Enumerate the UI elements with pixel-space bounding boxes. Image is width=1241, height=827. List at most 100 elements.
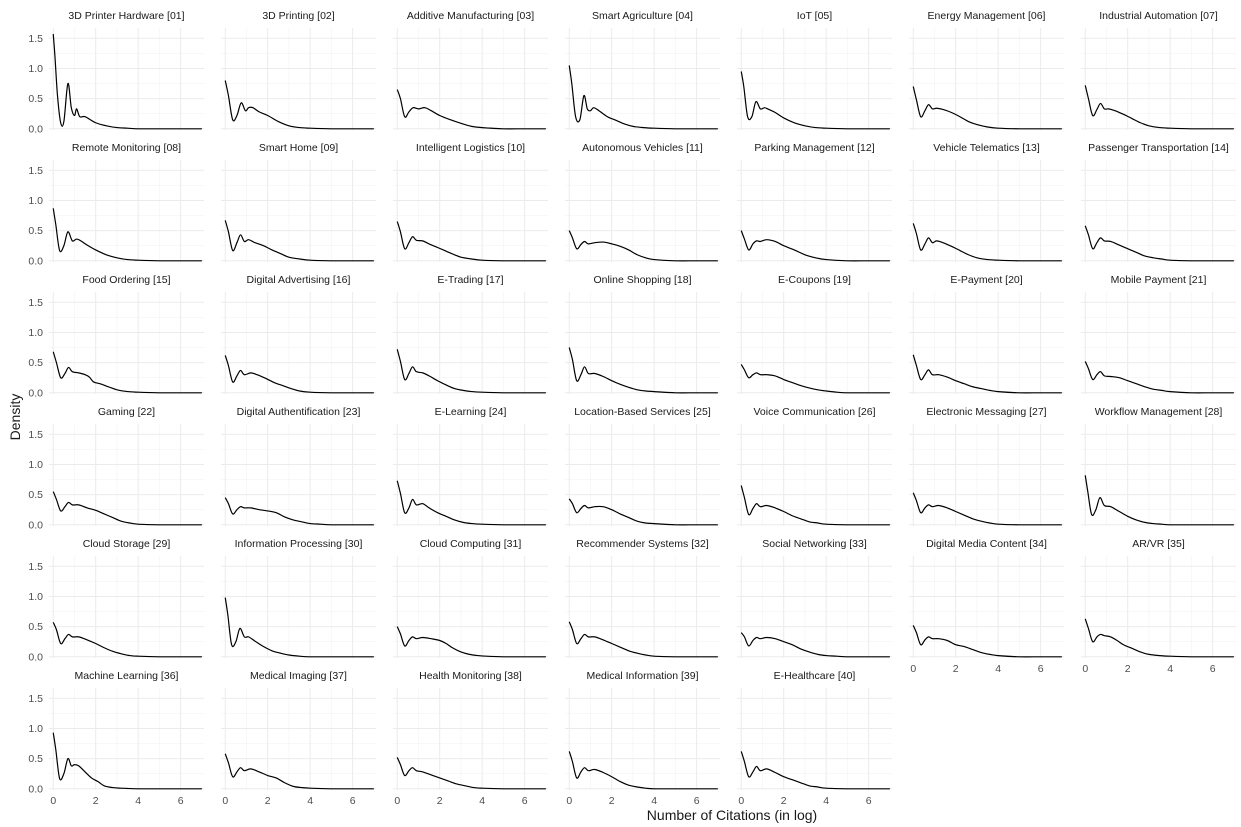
facet-title: 3D Printing [02] xyxy=(262,10,334,22)
facet-panel: Health Monitoring [38] 0 2 4 6 xyxy=(393,670,548,807)
density-line xyxy=(912,223,1062,262)
facet-panel: Gaming [22] 0.0 0.5 1.0 1.5 xyxy=(28,406,204,531)
density-line xyxy=(568,347,718,394)
facet-panel: Digital Authentification [23] xyxy=(221,406,376,526)
density-line xyxy=(912,354,1062,394)
density-line xyxy=(396,626,546,658)
density-line xyxy=(396,349,546,394)
x-tick-label: 6 xyxy=(1038,663,1044,675)
facet-panel: E-Healthcare [40] 0 2 4 6 xyxy=(737,670,892,807)
density-line xyxy=(224,597,374,658)
x-tick-label: 4 xyxy=(135,795,141,807)
y-tick-label: 1.5 xyxy=(28,33,43,45)
density-line xyxy=(1084,225,1234,262)
facet-title: Medical Information [39] xyxy=(586,670,698,682)
x-tick-label: 0 xyxy=(910,663,916,675)
density-line xyxy=(740,71,890,130)
y-tick-label: 0.5 xyxy=(28,225,43,237)
y-tick-label: 0.0 xyxy=(28,387,43,399)
facet-title: Food Ordering [15] xyxy=(82,274,170,286)
x-tick-label: 6 xyxy=(694,795,700,807)
y-tick-label: 1.5 xyxy=(28,693,43,705)
x-tick-label: 4 xyxy=(1167,663,1173,675)
x-tick-label: 2 xyxy=(437,795,443,807)
facet-title: Online Shopping [18] xyxy=(593,274,691,286)
density-line xyxy=(1084,85,1234,130)
x-tick-label: 6 xyxy=(178,795,184,807)
y-axis-title: Density xyxy=(7,394,23,441)
facet-title: Digital Authentification [23] xyxy=(237,406,361,418)
x-tick-label: 0 xyxy=(1082,663,1088,675)
facet-panel: Digital Media Content [34] 0 2 4 6 xyxy=(909,538,1064,675)
facet-title: Medical Imaging [37] xyxy=(250,670,347,682)
y-tick-label: 1.5 xyxy=(28,165,43,177)
x-tick-label: 2 xyxy=(265,795,271,807)
density-line xyxy=(912,625,1062,658)
density-line xyxy=(52,732,202,790)
facet-panel: AR/VR [35] 0 2 4 6 xyxy=(1081,538,1236,675)
facet-panel: Remote Monitoring [08] 0.0 0.5 1.0 1.5 xyxy=(28,142,204,267)
x-tick-label: 6 xyxy=(522,795,528,807)
y-tick-label: 1.0 xyxy=(28,63,43,75)
facet-panel: Medical Imaging [37] 0 2 4 6 xyxy=(221,670,376,807)
y-tick-label: 1.0 xyxy=(28,195,43,207)
facet-title: IoT [05] xyxy=(797,10,832,22)
y-tick-label: 0.0 xyxy=(28,651,43,663)
facet-panel: Autonomous Vehicles [11] xyxy=(565,142,720,262)
density-line xyxy=(224,220,374,262)
facet-title: Smart Home [09] xyxy=(259,142,338,154)
facet-panel: Smart Home [09] xyxy=(221,142,376,262)
y-tick-label: 1.5 xyxy=(28,429,43,441)
facet-title: Energy Management [06] xyxy=(928,10,1046,22)
facet-title: E-Coupons [19] xyxy=(778,274,851,286)
density-line xyxy=(52,351,202,394)
facet-panel: E-Payment [20] xyxy=(909,274,1064,394)
density-line xyxy=(224,355,374,394)
x-tick-label: 0 xyxy=(394,795,400,807)
facet-title: Workflow Management [28] xyxy=(1095,406,1223,418)
facet-title: Information Processing [30] xyxy=(235,538,363,550)
x-tick-label: 0 xyxy=(50,795,56,807)
facet-title: Recommender Systems [32] xyxy=(576,538,709,550)
facet-title: 3D Printer Hardware [01] xyxy=(68,10,184,22)
facet-title: E-Healthcare [40] xyxy=(774,670,856,682)
facet-title: E-Learning [24] xyxy=(435,406,507,418)
y-tick-label: 1.0 xyxy=(28,459,43,471)
x-tick-label: 6 xyxy=(866,795,872,807)
density-line xyxy=(224,80,374,130)
x-tick-label: 2 xyxy=(93,795,99,807)
facet-title: Digital Advertising [16] xyxy=(247,274,351,286)
facet-panel: E-Coupons [19] xyxy=(737,274,892,394)
y-tick-label: 1.5 xyxy=(28,561,43,573)
density-line xyxy=(740,485,890,526)
x-tick-label: 4 xyxy=(307,795,313,807)
x-tick-label: 6 xyxy=(1210,663,1216,675)
density-line xyxy=(912,86,1062,130)
facet-title: Cloud Computing [31] xyxy=(420,538,522,550)
facet-panel: Recommender Systems [32] xyxy=(565,538,720,658)
facet-title: Cloud Storage [29] xyxy=(83,538,171,550)
facet-title: Voice Communication [26] xyxy=(754,406,876,418)
y-tick-label: 1.0 xyxy=(28,327,43,339)
facet-panel: Mobile Payment [21] xyxy=(1081,274,1236,394)
density-line xyxy=(740,364,890,394)
density-line xyxy=(1084,475,1234,526)
y-tick-label: 0.5 xyxy=(28,489,43,501)
density-line xyxy=(52,491,202,526)
facet-title: Remote Monitoring [08] xyxy=(72,142,181,154)
facet-panels: 3D Printer Hardware [01] 0.0 0.5 1.0 1.5 3D P… xyxy=(28,10,1236,807)
facet-title: Mobile Payment [21] xyxy=(1111,274,1207,286)
facet-title: Location-Based Services [25] xyxy=(574,406,711,418)
facet-panel: Parking Management [12] xyxy=(737,142,892,262)
density-line xyxy=(568,621,718,658)
x-tick-label: 4 xyxy=(651,795,657,807)
facet-title: Industrial Automation [07] xyxy=(1099,10,1218,22)
facet-title: Social Networking [33] xyxy=(762,538,867,550)
facet-panel: Vehicle Telematics [13] xyxy=(909,142,1064,262)
density-line xyxy=(396,480,546,526)
facet-title: Smart Agriculture [04] xyxy=(592,10,693,22)
density-line xyxy=(568,751,718,790)
facet-panel: Cloud Computing [31] xyxy=(393,538,548,658)
facet-panel: Medical Information [39] 0 2 4 6 xyxy=(565,670,720,807)
